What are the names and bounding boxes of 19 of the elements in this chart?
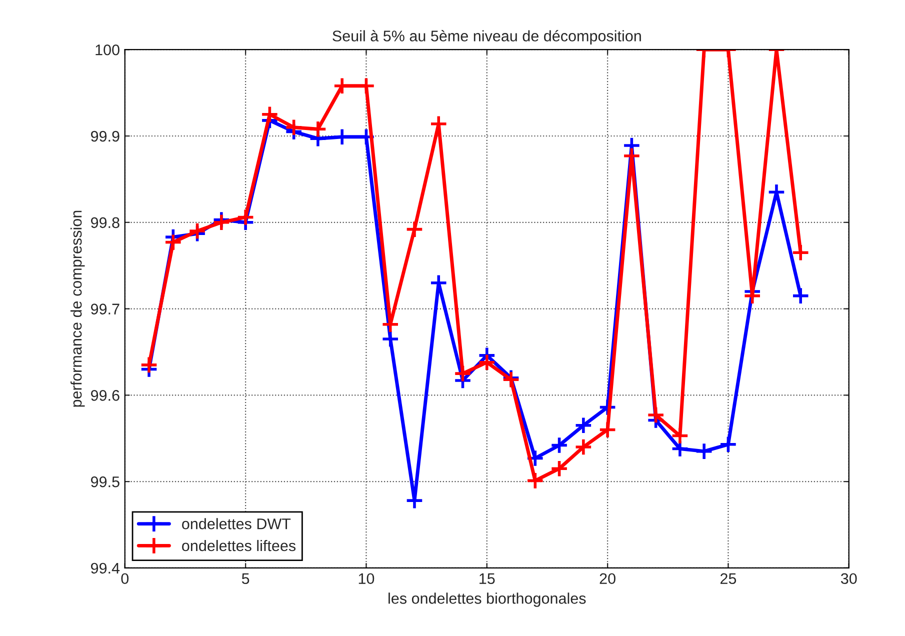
x-tick-label: 30	[840, 573, 857, 584]
y-tick-label: 99.6	[91, 390, 120, 401]
chart-title: Seuil à 5% au 5ème niveau de décomposition	[332, 30, 641, 44]
x-tick-label: 20	[600, 573, 616, 584]
x-axis-title: les ondelettes biorthogonales	[388, 592, 586, 607]
y-tick-label: 99.7	[91, 304, 120, 314]
x-tick-label: 5	[242, 573, 250, 584]
y-tick-label: 99.4	[91, 562, 120, 574]
y-tick-label: 100	[96, 44, 120, 56]
x-tick-label: 0	[121, 573, 129, 584]
x-tick-label: 10	[358, 573, 374, 584]
legend-label: ondelettes liftees	[182, 540, 296, 552]
x-tick-label: 15	[480, 573, 495, 584]
y-tick-label: 99.9	[91, 130, 120, 142]
y-axis-title: performance de compression	[70, 210, 85, 407]
x-tick-label: 25	[720, 573, 736, 584]
y-tick-label: 99.5	[91, 476, 120, 488]
y-tick-label: 99.8	[91, 217, 120, 228]
legend-label: ondelettes DWT	[182, 518, 291, 530]
